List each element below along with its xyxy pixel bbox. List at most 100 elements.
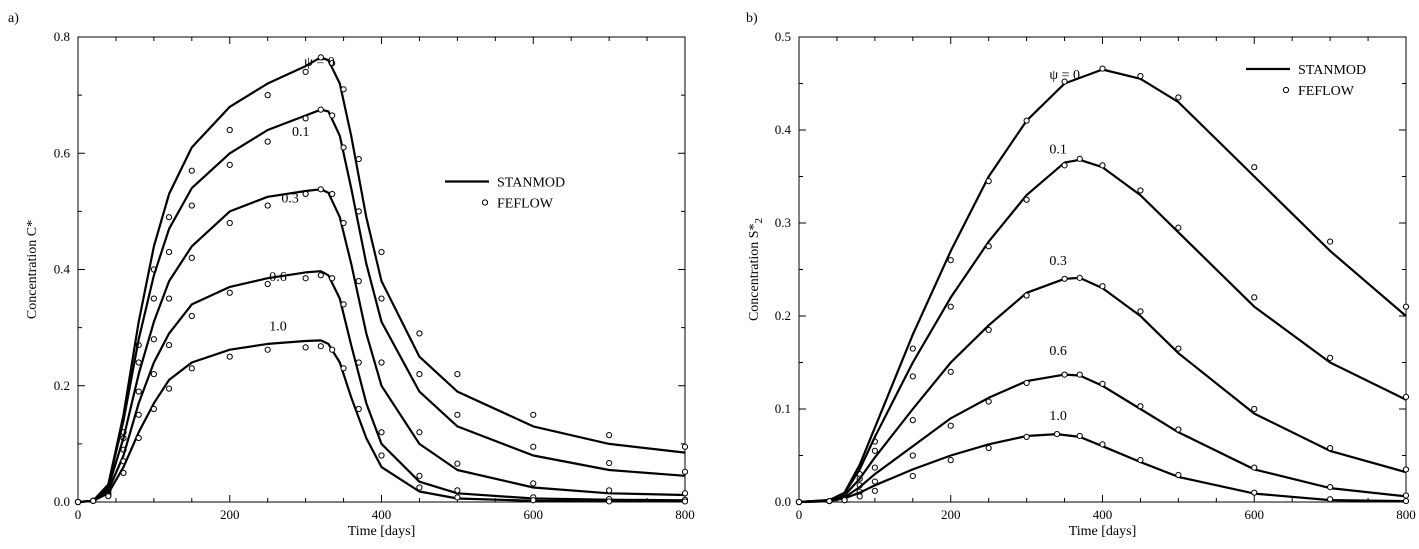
- legend: STANMOD FEFLOW: [1246, 63, 1366, 99]
- x-tick-label: 600: [524, 507, 544, 522]
- feflow-point: [264, 202, 271, 209]
- feflow-point: [985, 243, 992, 250]
- feflow-point: [1076, 432, 1083, 440]
- y-axis-label-text: Concentration C*: [25, 220, 40, 319]
- feflow-point: [188, 202, 195, 209]
- feflow-point: [1061, 371, 1068, 378]
- feflow-point: [355, 278, 362, 285]
- feflow-point: [909, 417, 916, 424]
- feflow-point: [1023, 292, 1030, 299]
- feflow-point: [317, 106, 324, 113]
- stanmod-line: [77, 56, 686, 504]
- feflow-point: [105, 493, 112, 500]
- feflow-point: [947, 457, 954, 464]
- legend-label-feflow: FEFLOW: [1298, 84, 1355, 99]
- x-tick-label: 800: [1396, 507, 1416, 522]
- series-psi-0-1: 0.1: [795, 142, 1410, 506]
- feflow-point: [947, 368, 954, 375]
- feflow-point: [416, 371, 423, 378]
- x-axis-label: Time [days]: [348, 524, 416, 539]
- feflow-point: [165, 214, 173, 221]
- y-tick-label: 0.1: [775, 401, 791, 416]
- feflow-point: [188, 365, 195, 372]
- y-tick-label: 0.4: [775, 122, 792, 137]
- feflow-point: [1061, 78, 1068, 85]
- feflow-point: [226, 289, 233, 296]
- feflow-point: [329, 346, 336, 353]
- feflow-point: [1402, 492, 1410, 499]
- feflow-point: [1076, 274, 1083, 281]
- feflow-point: [74, 498, 82, 506]
- feflow-point: [90, 497, 97, 504]
- feflow-point: [1023, 379, 1030, 387]
- feflow-point: [1251, 164, 1258, 171]
- stanmod-line: [77, 270, 686, 504]
- psi-label: 0.6: [1049, 344, 1067, 359]
- x-tick-label: 0: [75, 507, 82, 522]
- series-psi-0-1: 0.1: [74, 106, 689, 506]
- feflow-point: [1053, 431, 1061, 438]
- y-axis-label: Concentration S*2: [747, 218, 765, 321]
- psi-label: 0.1: [292, 125, 310, 140]
- psi-label: 0.1: [1049, 142, 1067, 157]
- feflow-point: [378, 248, 385, 256]
- y-tick-label: 0.2: [775, 308, 791, 323]
- feflow-point: [378, 359, 385, 366]
- feflow-point: [135, 434, 142, 442]
- psi-label: 1.0: [1049, 409, 1067, 424]
- feflow-point: [226, 219, 233, 227]
- feflow-point: [1251, 294, 1258, 301]
- panel-label: b): [746, 11, 758, 26]
- feflow-point: [1137, 403, 1144, 410]
- feflow-point: [1251, 405, 1258, 413]
- feflow-point: [1099, 380, 1106, 387]
- feflow-point: [454, 371, 461, 378]
- feflow-point: [681, 468, 689, 475]
- feflow-point: [329, 190, 336, 198]
- feflow-point: [165, 295, 173, 302]
- feflow-point: [355, 405, 362, 413]
- psi-label: 0.6: [269, 270, 287, 285]
- psi-label: ψ = 0: [1049, 68, 1080, 83]
- feflow-point: [985, 178, 992, 185]
- legend: STANMOD FEFLOW: [445, 176, 565, 212]
- feflow-point: [1327, 354, 1334, 361]
- psi-label: ψ = 0: [304, 55, 335, 70]
- feflow-point: [1175, 345, 1182, 352]
- feflow-point: [871, 447, 878, 454]
- y-tick-label: 0.8: [54, 29, 70, 44]
- feflow-point: [150, 295, 157, 302]
- feflow-point: [264, 346, 271, 353]
- series-psi-1-0: 1.0: [74, 320, 689, 506]
- feflow-point: [355, 359, 362, 366]
- feflow-point: [329, 112, 336, 119]
- y-axis-label: Concentration C*: [25, 220, 40, 319]
- stanmod-line: [77, 188, 686, 504]
- feflow-point: [909, 373, 916, 380]
- feflow-point: [317, 343, 324, 350]
- feflow-point: [302, 115, 309, 122]
- psi-label: 0.3: [281, 192, 299, 207]
- feflow-point: [226, 161, 233, 168]
- feflow-point: [340, 144, 347, 151]
- legend-marker-swatch: [1282, 86, 1290, 94]
- feflow-point: [1402, 466, 1410, 473]
- feflow-point: [317, 186, 324, 193]
- feflow-point: [226, 126, 233, 134]
- feflow-point: [454, 494, 461, 501]
- feflow-point: [530, 411, 537, 418]
- feflow-point: [1099, 162, 1106, 169]
- feflow-point: [871, 487, 878, 494]
- feflow-point: [841, 497, 848, 504]
- feflow-point: [416, 484, 423, 491]
- series-psi-0-3: 0.3: [795, 254, 1410, 506]
- feflow-point: [1175, 94, 1182, 101]
- y-tick-label: 0.3: [775, 215, 791, 230]
- panel-label: a): [8, 11, 19, 26]
- feflow-point: [302, 190, 309, 198]
- feflow-point: [454, 411, 461, 418]
- feflow-point: [606, 432, 613, 439]
- feflow-point: [530, 497, 537, 504]
- feflow-point: [1137, 72, 1144, 80]
